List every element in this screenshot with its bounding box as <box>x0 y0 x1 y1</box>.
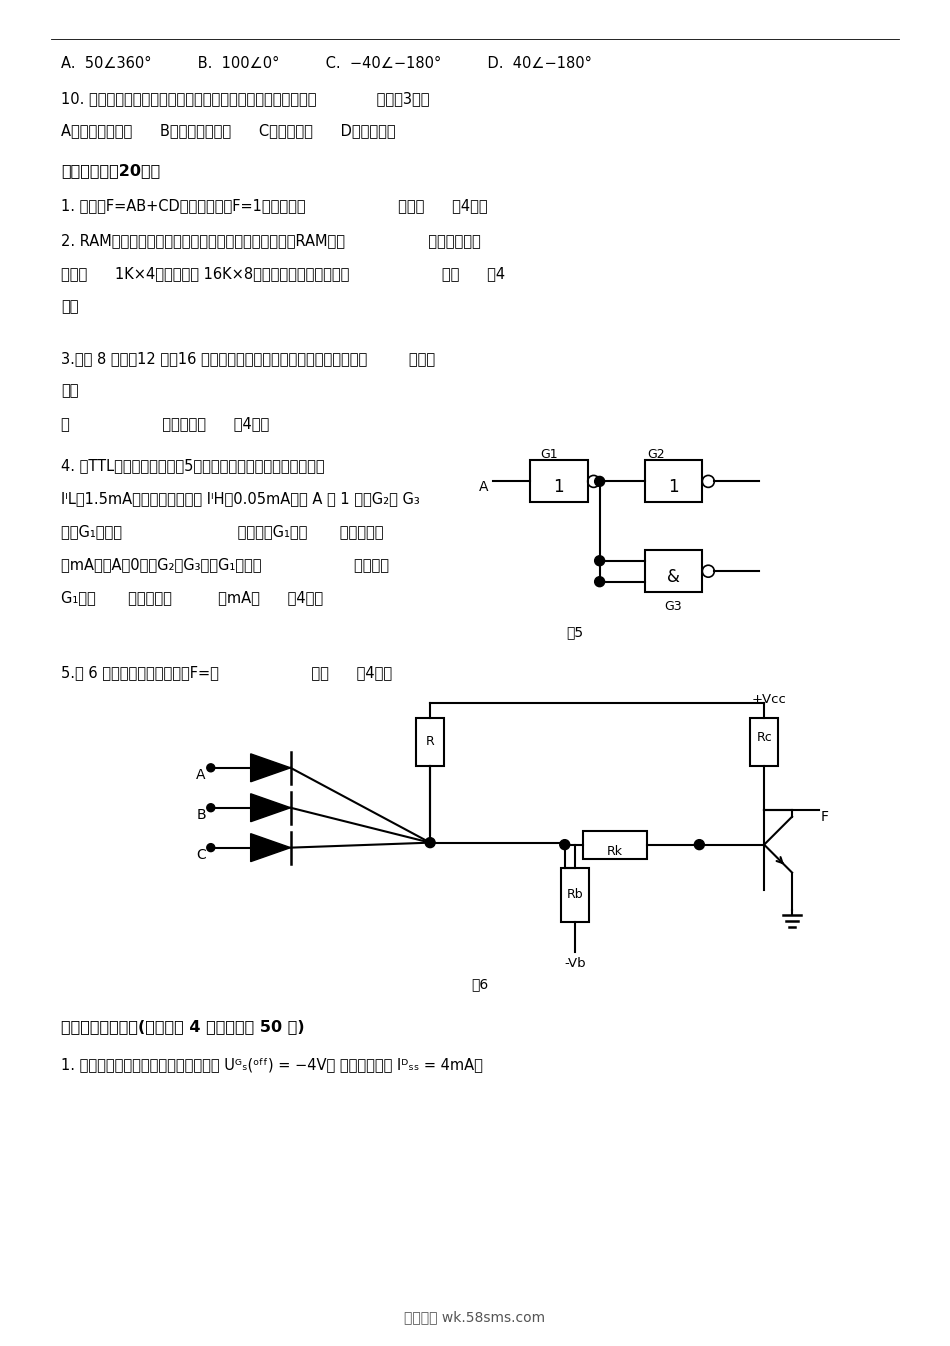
Text: Rk: Rk <box>607 845 622 859</box>
Text: 五八文库 wk.58sms.com: 五八文库 wk.58sms.com <box>405 1311 545 1324</box>
Circle shape <box>595 476 604 486</box>
Circle shape <box>694 840 704 849</box>
Text: （                    ）个状态。      （4分）: （ ）个状态。 （4分） <box>61 416 270 432</box>
Bar <box>416 717 444 766</box>
Text: ）、: ）、 <box>61 384 79 398</box>
Text: 容量为      1K×4的芯片组成 16K×8存储器，所需的片数为（                    ）。      （4: 容量为 1K×4的芯片组成 16K×8存储器，所需的片数为（ ）。 （4 <box>61 267 505 281</box>
Text: 3.具有 8 个、、12 个、16 个触发器个数的二进制异步计数器，各有（         ）、（: 3.具有 8 个、、12 个、16 个触发器个数的二进制异步计数器，各有（ ）、… <box>61 351 435 366</box>
Text: R: R <box>426 735 434 748</box>
Circle shape <box>207 763 215 771</box>
Text: 10. 集成运算放大器输入级采用差动放大电路的主要目地应为（             ）。（3分）: 10. 集成运算放大器输入级采用差动放大电路的主要目地应为（ ）。（3分） <box>61 92 429 106</box>
Text: B: B <box>196 808 206 821</box>
Text: 1: 1 <box>554 478 564 497</box>
Polygon shape <box>251 754 291 782</box>
Polygon shape <box>251 833 291 861</box>
Polygon shape <box>251 794 291 821</box>
Text: 4. 由TTL门组成的电路如图5所示。已知它们的输入低电平电流: 4. 由TTL门组成的电路如图5所示。已知它们的输入低电平电流 <box>61 459 325 474</box>
Text: IᴵL为1.5mA，输入高电平电流 IᴵH为0.05mA。当 A 为 1 时，G₂， G₃: IᴵL为1.5mA，输入高电平电流 IᴵH为0.05mA。当 A 为 1 时，G… <box>61 491 420 506</box>
Circle shape <box>426 837 435 848</box>
Text: &: & <box>667 568 680 587</box>
Text: 图5: 图5 <box>566 625 583 639</box>
Text: 1. 电路如图所示，场效应管的夹断电压 Uᴳₛ(ᵒᶠᶠ) = −4V， 饱和漏极电流 Iᴰₛₛ = 4mA，: 1. 电路如图所示，场效应管的夹断电压 Uᴳₛ(ᵒᶠᶠ) = −4V， 饱和漏极… <box>61 1057 484 1073</box>
Bar <box>750 717 778 766</box>
Text: A、稳定放大倍数      B、提高输入电阵      C、克服零漂      D、扩宽频带: A、稳定放大倍数 B、提高输入电阵 C、克服零漂 D、扩宽频带 <box>61 122 396 139</box>
Text: Rc: Rc <box>756 731 772 744</box>
Text: Rb: Rb <box>566 888 583 900</box>
Text: 图6: 图6 <box>471 977 488 992</box>
Circle shape <box>560 840 570 849</box>
Text: G₁的（       ）电流为（          ）mA。      （4分）: G₁的（ ）电流为（ ）mA。 （4分） <box>61 590 323 606</box>
Text: G3: G3 <box>665 600 682 614</box>
Text: G2: G2 <box>648 448 665 462</box>
Circle shape <box>207 804 215 812</box>
Text: -Vb: -Vb <box>564 957 585 970</box>
Text: 1. 在函数F=AB+CD的真值表中，F=1的状态有（                    ）个。      （4分）: 1. 在函数F=AB+CD的真值表中，F=1的状态有（ ）个。 （4分） <box>61 198 488 213</box>
Text: 2. RAM字扩展的方法是利用新增加的地址线去控制各片RAM的（                  ）端，如果用: 2. RAM字扩展的方法是利用新增加的地址线去控制各片RAM的（ ）端，如果用 <box>61 233 481 248</box>
Text: A: A <box>479 481 488 494</box>
Circle shape <box>595 576 604 587</box>
Text: F: F <box>821 810 829 824</box>
Text: 1: 1 <box>668 478 678 497</box>
Bar <box>530 460 588 502</box>
Text: A: A <box>197 767 206 782</box>
Circle shape <box>595 556 604 565</box>
Text: 5.图 6 所示电路的逻辑表达为F=（                    ）。      （4分）: 5.图 6 所示电路的逻辑表达为F=（ ）。 （4分） <box>61 665 392 680</box>
Text: G1: G1 <box>540 448 558 462</box>
Text: A.  50∠360°          B.  100∠0°          C.  −40∠−180°          D.  40∠−180°: A. 50∠360° B. 100∠0° C. −40∠−180° D. 40∠… <box>61 57 592 71</box>
Bar <box>560 868 589 922</box>
Bar <box>644 460 702 502</box>
Text: ）mA；当A为0时，G₂，G₃门对G₁构成（                    ）负载，: ）mA；当A为0时，G₂，G₃门对G₁构成（ ）负载， <box>61 557 390 572</box>
Text: 二、填空题（20分）: 二、填空题（20分） <box>61 163 161 178</box>
Text: 门对G₁构成（                         ）负载，G₁的（       ）电流为（: 门对G₁构成（ ）负载，G₁的（ ）电流为（ <box>61 525 384 540</box>
Circle shape <box>207 844 215 852</box>
Text: +Vcc: +Vcc <box>751 693 786 705</box>
Bar <box>582 830 648 859</box>
Bar <box>644 551 702 592</box>
Text: 三、模拟电路部分(本部分共 4 大题，总计 50 分): 三、模拟电路部分(本部分共 4 大题，总计 50 分) <box>61 1019 305 1034</box>
Text: C: C <box>196 848 206 861</box>
Text: 分）: 分） <box>61 299 79 314</box>
